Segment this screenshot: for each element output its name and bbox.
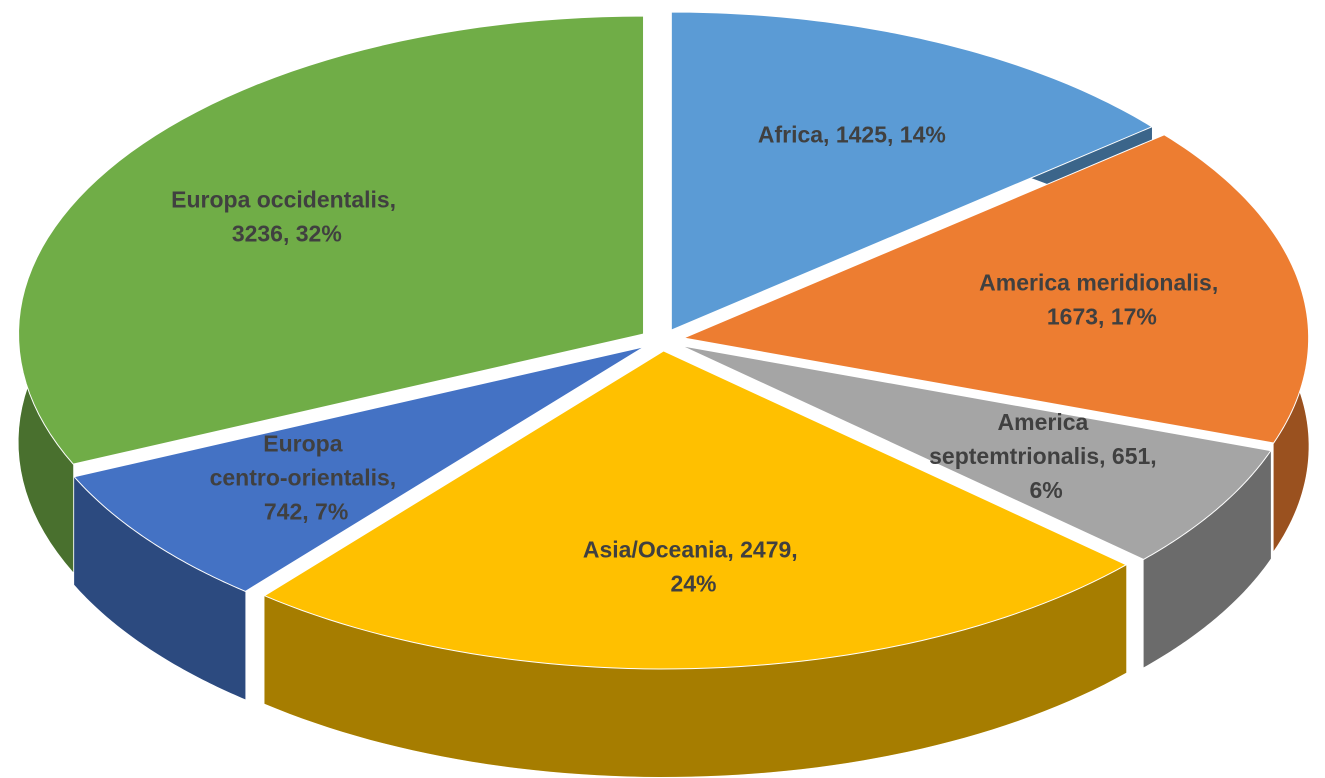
slice-side <box>1143 450 1271 668</box>
slice <box>670 11 1154 331</box>
data-label-line: Europa occidentalis, <box>171 186 402 212</box>
data-label-line: 6% <box>1029 477 1062 503</box>
data-label: America meridionalis, 1673, 17% <box>979 270 1224 330</box>
data-label-line: 1673, 17% <box>1047 304 1157 330</box>
data-label: America septemtrionalis, 651, 6% <box>929 409 1163 503</box>
data-label-line: Asia/Oceania, 2479, <box>583 537 804 563</box>
data-label-line: Africa, 1425, 14% <box>758 121 946 147</box>
data-label-line: Europa <box>263 430 349 456</box>
slice <box>263 350 1128 670</box>
data-label: Europa centro-orientalis, 742, 7% <box>210 430 403 524</box>
data-label-line: 24% <box>670 571 716 597</box>
slice <box>73 346 645 592</box>
data-label: Africa, 1425, 14% <box>758 121 946 147</box>
data-label-line: America meridionalis, <box>979 270 1224 296</box>
data-label-line: septemtrionalis, 651, <box>929 443 1163 469</box>
slice-side <box>264 564 1127 777</box>
data-label-line: 742, 7% <box>264 498 348 524</box>
slice-side-shade <box>74 476 246 700</box>
slice-side-shade <box>264 564 1127 777</box>
slice <box>18 15 645 465</box>
data-label-line: centro-orientalis, <box>210 464 403 490</box>
data-label-line: America <box>998 409 1095 435</box>
data-label-line: 3236, 32% <box>232 220 342 246</box>
slice <box>680 345 1272 560</box>
data-label: Asia/Oceania, 2479, 24% <box>583 537 804 597</box>
data-label: Europa occidentalis, 3236, 32% <box>171 186 402 246</box>
slice-side <box>74 476 246 700</box>
slice-side-shade <box>1143 450 1271 668</box>
slice <box>681 134 1310 444</box>
